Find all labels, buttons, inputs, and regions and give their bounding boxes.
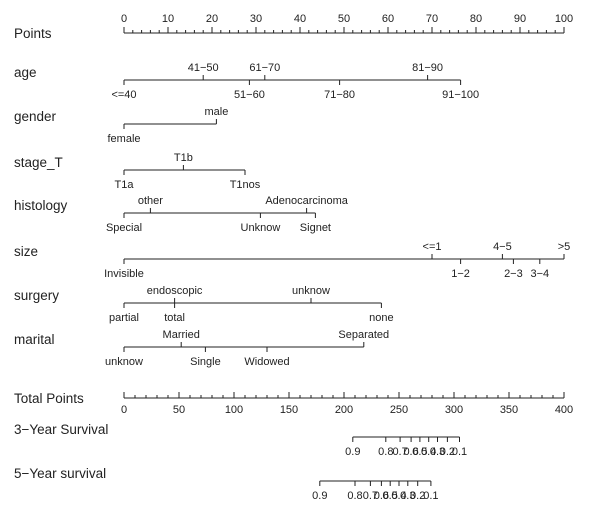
survival-3-year-tick-label-0-5: 0.5: [412, 446, 427, 458]
size-level-1-2: 1−2: [451, 268, 470, 280]
total-points-tick-label-0: 0: [121, 404, 127, 416]
points-tick-label-60: 60: [382, 13, 394, 25]
total-points-tick-label-100: 100: [225, 404, 243, 416]
age-level-61-70: 61−70: [249, 62, 280, 74]
histology-row-label: histology: [14, 198, 68, 213]
survival-3-year-tick-label-0-3: 0.3: [430, 446, 445, 458]
survival-5-year-tick-label-0-7: 0.7: [363, 490, 378, 502]
survival-5-year-tick-label-0-4: 0.4: [391, 490, 406, 502]
age-row-label: age: [14, 65, 37, 80]
points-tick-label-80: 80: [470, 13, 482, 25]
age-level-41-50: 41−50: [188, 62, 219, 74]
survival-5-year-tick-label-0-9: 0.9: [312, 490, 327, 502]
survival-3-year-tick-label-0-6: 0.6: [403, 446, 418, 458]
points-axis-title: Points: [14, 26, 52, 41]
total-points-tick-label-350: 350: [500, 404, 518, 416]
total-points-tick-label-200: 200: [335, 404, 353, 416]
surgery-level-none: none: [369, 312, 393, 324]
total-points-axis-title: Total Points: [14, 391, 84, 406]
survival-3-year-tick-label-0-9: 0.9: [345, 446, 360, 458]
points-tick-label-50: 50: [338, 13, 350, 25]
size-level-invisible: Invisible: [104, 268, 144, 280]
size-level-3-4: 3−4: [530, 268, 549, 280]
survival-3-year-tick-label-0-8: 0.8: [378, 446, 393, 458]
points-tick-label-90: 90: [514, 13, 526, 25]
age-level-71-80: 71−80: [324, 89, 355, 101]
surgery-level-endoscopic: endoscopic: [147, 285, 203, 297]
age-level-40: <=40: [111, 89, 136, 101]
histology-level-special: Special: [106, 222, 142, 234]
surgery-level-total: total: [164, 312, 185, 324]
surgery-level-unknow: unknow: [292, 285, 330, 297]
survival-3-year-tick-label-0-7: 0.7: [392, 446, 407, 458]
survival-3-year-axis-title: 3−Year Survival: [14, 422, 108, 437]
survival-5-year-tick-label-0-5: 0.5: [383, 490, 398, 502]
gender-level-female: female: [107, 133, 140, 145]
histology-level-signet: Signet: [300, 222, 331, 234]
points-tick-label-40: 40: [294, 13, 306, 25]
histology-level-other: other: [138, 195, 163, 207]
survival-3-year-tick-label-0-2: 0.2: [440, 446, 455, 458]
age-level-51-60: 51−60: [234, 89, 265, 101]
size-level-2-3: 2−3: [504, 268, 523, 280]
marital-level-widowed: Widowed: [244, 356, 289, 368]
gender-row-label: gender: [14, 109, 57, 124]
surgery-level-partial: partial: [109, 312, 139, 324]
size-level-5: >5: [558, 241, 571, 253]
histology-level-adenocarcinoma: Adenocarcinoma: [265, 195, 348, 207]
marital-row-label: marital: [14, 332, 55, 347]
survival-5-year-tick-label-0-1: 0.1: [423, 490, 438, 502]
stage-t-row-label: stage_T: [14, 155, 63, 170]
marital-level-married: Married: [163, 329, 200, 341]
total-points-tick-label-300: 300: [445, 404, 463, 416]
points-tick-label-20: 20: [206, 13, 218, 25]
total-points-tick-label-50: 50: [173, 404, 185, 416]
marital-level-separated: Separated: [338, 329, 389, 341]
size-row-label: size: [14, 244, 38, 259]
age-level-81-90: 81−90: [412, 62, 443, 74]
total-points-tick-label-150: 150: [280, 404, 298, 416]
size-level-4-5: 4−5: [493, 241, 512, 253]
points-tick-label-30: 30: [250, 13, 262, 25]
stage-t-level-t1a: T1a: [115, 179, 135, 191]
survival-3-year-tick-label-0-4: 0.4: [421, 446, 436, 458]
points-tick-label-100: 100: [555, 13, 573, 25]
surgery-row-label: surgery: [14, 288, 59, 303]
survival-5-year-tick-label-0-6: 0.6: [374, 490, 389, 502]
survival-5-year-tick-label-0-3: 0.3: [400, 490, 415, 502]
survival-5-year-tick-label-0-8: 0.8: [347, 490, 362, 502]
survival-5-year-tick-label-0-2: 0.2: [410, 490, 425, 502]
stage-t-level-t1b: T1b: [174, 152, 193, 164]
size-level-1: <=1: [423, 241, 442, 253]
points-tick-label-0: 0: [121, 13, 127, 25]
marital-level-unknow: unknow: [105, 356, 143, 368]
total-points-tick-label-400: 400: [555, 404, 573, 416]
points-tick-label-70: 70: [426, 13, 438, 25]
total-points-tick-label-250: 250: [390, 404, 408, 416]
points-tick-label-10: 10: [162, 13, 174, 25]
gender-level-male: male: [204, 106, 228, 118]
marital-level-single: Single: [190, 356, 221, 368]
stage-t-level-t1nos: T1nos: [230, 179, 261, 191]
survival-5-year-axis-title: 5−Year survival: [14, 466, 106, 481]
histology-level-unknow: Unknow: [241, 222, 281, 234]
survival-3-year-tick-label-0-1: 0.1: [452, 446, 467, 458]
age-level-91-100: 91−100: [442, 89, 479, 101]
